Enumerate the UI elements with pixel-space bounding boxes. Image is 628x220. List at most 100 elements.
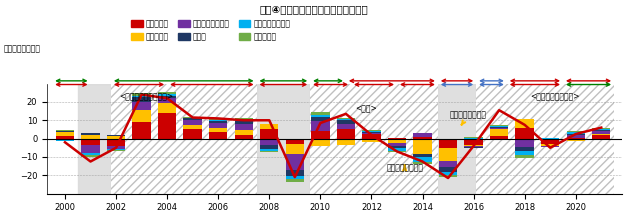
Text: <ファンダメンタルズ>: <ファンダメンタルズ> <box>120 92 174 101</box>
Bar <box>107 139 125 146</box>
Bar <box>107 135 125 136</box>
Bar <box>592 134 610 135</box>
Bar <box>56 132 74 136</box>
Bar <box>439 175 457 177</box>
Bar <box>362 131 381 132</box>
Bar <box>111 84 256 194</box>
Bar <box>439 172 457 175</box>
Bar <box>413 154 431 157</box>
Bar <box>209 128 227 132</box>
Bar <box>566 131 585 132</box>
Bar <box>592 130 610 131</box>
Bar <box>311 139 330 146</box>
Bar <box>260 149 278 150</box>
Bar <box>260 139 278 145</box>
Bar <box>311 121 330 131</box>
Bar <box>439 161 457 167</box>
Bar <box>183 129 202 139</box>
Bar <box>516 147 534 151</box>
Bar <box>234 120 253 121</box>
Bar <box>183 125 202 129</box>
Bar <box>439 139 457 148</box>
Bar <box>516 155 534 158</box>
Bar <box>413 137 431 139</box>
Bar <box>286 139 304 144</box>
Bar <box>311 117 330 121</box>
Text: <マネタリーベース>: <マネタリーベース> <box>531 92 580 101</box>
Bar <box>256 84 310 194</box>
Bar <box>133 95 151 97</box>
Bar <box>107 146 125 149</box>
Bar <box>592 131 610 134</box>
Bar <box>490 127 508 128</box>
Bar <box>234 135 253 139</box>
Bar <box>592 135 610 139</box>
Bar <box>286 170 304 176</box>
Bar <box>464 147 483 148</box>
Bar <box>158 113 176 139</box>
Text: <金利>: <金利> <box>355 104 377 113</box>
Bar <box>81 139 100 145</box>
Text: 図表④　ユーロドルレートの要因分解: 図表④ ユーロドルレートの要因分解 <box>259 4 369 14</box>
Bar <box>516 139 534 147</box>
Bar <box>490 125 508 126</box>
Bar <box>209 132 227 139</box>
Legend: 実質金利差, 購買力平価, リスクプレミアム, 投機筋, マネタリーベース, その他要因: 実質金利差, 購買力平価, リスクプレミアム, 投機筋, マネタリーベース, そ… <box>131 19 290 41</box>
Bar <box>566 134 585 135</box>
Bar <box>464 139 483 145</box>
Bar <box>56 130 74 131</box>
Bar <box>362 139 381 142</box>
Bar <box>133 102 151 110</box>
Bar <box>133 93 151 95</box>
Bar <box>387 148 406 150</box>
Bar <box>464 137 483 138</box>
Bar <box>337 139 355 145</box>
Bar <box>541 139 560 144</box>
Bar <box>337 128 355 139</box>
Bar <box>566 139 585 141</box>
Bar <box>413 133 431 137</box>
Bar <box>311 131 330 139</box>
Bar <box>209 118 227 120</box>
Bar <box>107 149 125 150</box>
Bar <box>183 118 202 120</box>
Bar <box>413 161 431 164</box>
Bar <box>158 98 176 103</box>
Bar <box>133 110 151 122</box>
Bar <box>464 145 483 146</box>
Bar <box>311 112 330 115</box>
Bar <box>490 128 508 136</box>
Bar <box>439 148 457 161</box>
Bar <box>81 145 100 153</box>
Bar <box>566 138 585 139</box>
Bar <box>464 146 483 147</box>
Bar <box>362 130 381 131</box>
Bar <box>362 132 381 133</box>
Bar <box>439 167 457 172</box>
Bar <box>566 135 585 138</box>
Bar <box>516 119 534 128</box>
Bar <box>438 84 476 194</box>
Bar <box>490 136 508 139</box>
Bar <box>541 146 560 147</box>
Bar <box>260 124 278 128</box>
Text: （前年同期比％）: （前年同期比％） <box>3 44 40 53</box>
Bar <box>311 115 330 117</box>
Bar <box>413 139 431 154</box>
Bar <box>592 128 610 129</box>
Bar <box>183 120 202 125</box>
Bar <box>260 145 278 149</box>
Bar <box>56 131 74 132</box>
Text: ユーロ高・ドル安: ユーロ高・ドル安 <box>450 110 487 125</box>
Bar <box>387 150 406 152</box>
Bar <box>158 95 176 98</box>
Bar <box>516 128 534 139</box>
Bar <box>260 150 278 152</box>
Bar <box>158 103 176 113</box>
Bar <box>107 136 125 139</box>
Bar <box>133 122 151 139</box>
Bar <box>81 135 100 139</box>
Bar <box>234 130 253 135</box>
Bar <box>209 120 227 121</box>
Bar <box>387 143 406 146</box>
